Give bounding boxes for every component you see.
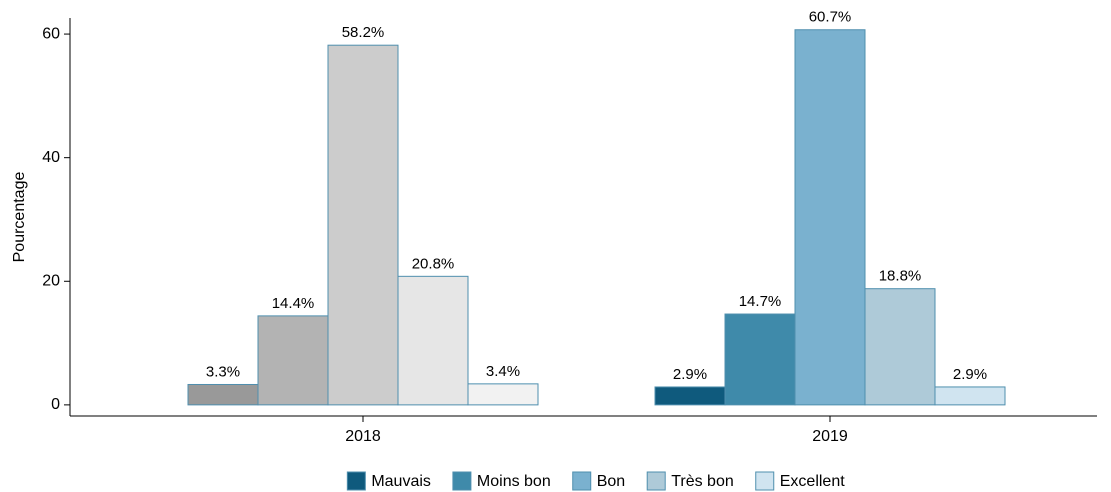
x-tick-label: 2019: [812, 428, 848, 445]
bar: [724, 313, 796, 406]
value-label: 3.3%: [206, 363, 240, 380]
bar: [327, 44, 399, 406]
bar: [794, 29, 866, 406]
y-axis-label: Pourcentage: [11, 172, 28, 263]
bar: [257, 315, 329, 406]
legend-swatch: [755, 471, 775, 491]
legend-label: Excellent: [780, 473, 845, 490]
legend-swatch: [346, 471, 366, 491]
bar: [934, 386, 1006, 406]
value-label: 3.4%: [486, 363, 520, 380]
bar: [654, 386, 726, 406]
bar: [187, 383, 259, 406]
value-label: 58.2%: [342, 24, 385, 41]
value-label: 2.9%: [953, 366, 987, 383]
bar: [397, 275, 469, 406]
legend-label: Moins bon: [477, 473, 551, 490]
value-label: 14.7%: [739, 293, 782, 310]
value-label: 20.8%: [412, 255, 455, 272]
value-label: 18.8%: [879, 268, 922, 285]
y-tick-label: 40: [42, 149, 60, 166]
legend-swatch: [646, 471, 666, 491]
value-label: 14.4%: [272, 295, 315, 312]
y-tick-label: 60: [42, 25, 60, 42]
y-tick-label: 20: [42, 272, 60, 289]
legend-swatch: [452, 471, 472, 491]
x-tick-label: 2018: [345, 428, 381, 445]
legend-label: Très bon: [671, 473, 734, 490]
bar: [864, 288, 936, 406]
legend-swatch: [572, 471, 592, 491]
bar: [467, 383, 539, 406]
value-label: 2.9%: [673, 366, 707, 383]
y-tick-label: 0: [51, 396, 60, 413]
legend-label: Mauvais: [371, 473, 431, 490]
value-label: 60.7%: [809, 9, 852, 26]
legend-label: Bon: [597, 473, 625, 490]
